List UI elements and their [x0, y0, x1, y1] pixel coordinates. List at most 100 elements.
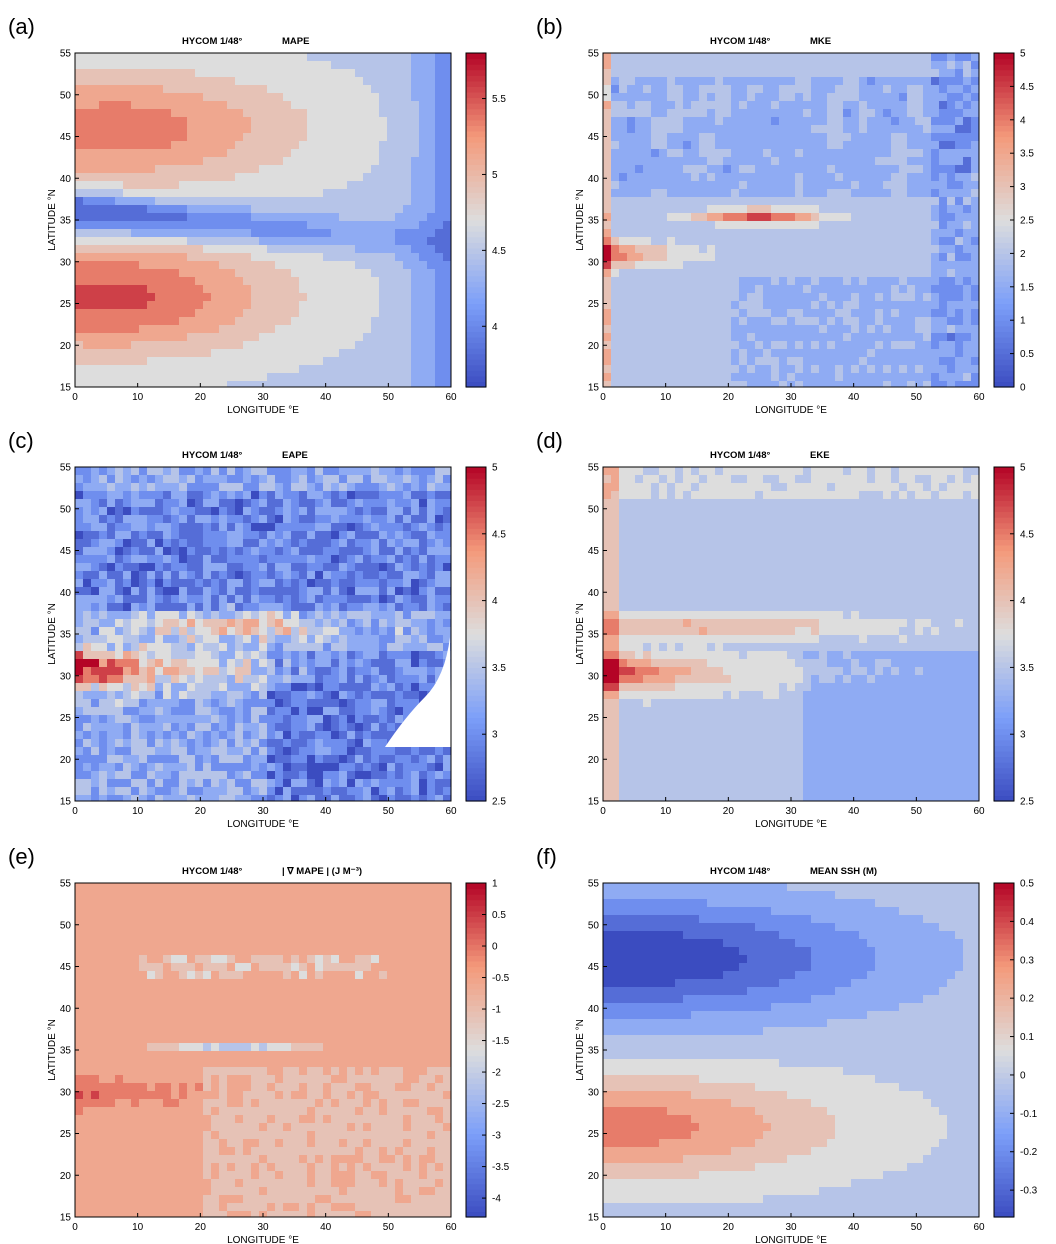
field-cell [659, 197, 668, 206]
field-cell [179, 333, 188, 342]
field-cell [819, 69, 828, 78]
field-cell [955, 69, 964, 78]
colorbar-segment [466, 136, 486, 143]
field-cell [75, 197, 84, 206]
field-cell [779, 205, 788, 214]
field-cell [123, 125, 132, 134]
field-cell [307, 53, 316, 62]
field-cell [259, 309, 268, 318]
field-cell [379, 157, 388, 166]
field-cell [147, 699, 156, 708]
field-cell [107, 683, 116, 692]
field-cell [155, 475, 164, 484]
field-cell [219, 77, 228, 86]
field-cell [443, 173, 452, 182]
field-cell [179, 731, 188, 740]
field-cell [867, 141, 876, 150]
field-cell [643, 109, 652, 118]
field-cell [115, 269, 124, 278]
field-cell [163, 181, 172, 190]
field-cell [195, 531, 204, 540]
field-cell [187, 141, 196, 150]
field-cell [203, 691, 212, 700]
field-cell [179, 157, 188, 166]
field-cell [667, 53, 676, 62]
field-cell [675, 277, 684, 286]
field-cell [851, 109, 860, 118]
field-cell [739, 309, 748, 318]
field-cell [659, 61, 668, 70]
field-cell [419, 269, 428, 278]
field-cell [139, 491, 148, 500]
field-cell [379, 357, 388, 366]
field-cell [179, 715, 188, 724]
colorbar-segment [994, 69, 1014, 76]
field-cell [411, 221, 420, 230]
colorbar-segment [466, 336, 486, 344]
field-cell [675, 253, 684, 262]
field-cell [123, 723, 132, 732]
field-cell [331, 85, 340, 94]
field-cell [75, 277, 84, 286]
field-cell [859, 381, 868, 388]
field-cell [323, 349, 332, 358]
field-cell [675, 157, 684, 166]
colorbar-segment [466, 253, 486, 260]
field-cell [643, 101, 652, 110]
field-cell [179, 237, 188, 246]
field-cell [131, 229, 140, 238]
field-cell [731, 197, 740, 206]
field-cell [891, 261, 900, 270]
field-cell [867, 309, 876, 318]
field-cell [179, 523, 188, 532]
field-cell [187, 507, 196, 516]
field-cell [211, 683, 220, 692]
field-cell [99, 739, 108, 748]
field-cell [267, 141, 276, 150]
field-cell [99, 61, 108, 70]
field-cell [139, 571, 148, 580]
field-cell [315, 381, 324, 388]
field-cell [411, 333, 420, 342]
field-cell [163, 285, 172, 294]
field-cell [219, 699, 228, 708]
field-cell [291, 261, 300, 270]
field-cell [691, 317, 700, 326]
field-cell [947, 301, 956, 310]
field-cell [419, 173, 428, 182]
field-cell [339, 365, 348, 374]
field-cell [83, 373, 92, 382]
field-cell [91, 667, 100, 676]
field-cell [651, 133, 660, 142]
field-cell [827, 341, 836, 350]
field-cell [107, 189, 116, 198]
field-cell [115, 109, 124, 118]
field-cell [731, 309, 740, 318]
field-cell [923, 69, 932, 78]
field-cell [787, 213, 796, 222]
field-cell [83, 475, 92, 484]
field-cell [315, 149, 324, 158]
field-cell [739, 149, 748, 158]
field-cell [683, 269, 692, 278]
field-cell [387, 325, 396, 334]
field-cell [171, 531, 180, 540]
field-cell [715, 285, 724, 294]
field-cell [763, 221, 772, 230]
field-cell [75, 341, 84, 350]
field-cell [931, 189, 940, 198]
field-cell [915, 317, 924, 326]
field-cell [843, 173, 852, 182]
field-cell [851, 341, 860, 350]
field-cell [939, 341, 948, 350]
field-cell [195, 357, 204, 366]
field-cell [683, 301, 692, 310]
field-cell [659, 293, 668, 302]
field-cell [851, 293, 860, 302]
field-cell [443, 261, 452, 270]
field-cell [675, 301, 684, 310]
field-cell [675, 381, 684, 388]
field-cell [147, 675, 156, 684]
field-cell [411, 101, 420, 110]
field-cell [619, 245, 628, 254]
